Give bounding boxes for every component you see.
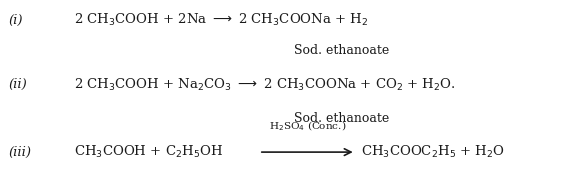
Text: H$_2$SO$_4$ (Conc.): H$_2$SO$_4$ (Conc.) (269, 119, 346, 133)
Text: 2 CH$_3$COOH + Na$_2$CO$_3$ $\longrightarrow$ 2 CH$_3$COONa + CO$_2$ + H$_2$O.: 2 CH$_3$COOH + Na$_2$CO$_3$ $\longrighta… (74, 76, 456, 93)
Text: CH$_3$COOH + C$_2$H$_5$OH: CH$_3$COOH + C$_2$H$_5$OH (74, 144, 223, 160)
Text: (ii): (ii) (9, 78, 27, 91)
Text: (i): (i) (9, 14, 23, 27)
Text: 2 CH$_3$COOH + 2Na $\longrightarrow$ 2 CH$_3$COONa + H$_2$: 2 CH$_3$COOH + 2Na $\longrightarrow$ 2 C… (74, 12, 368, 28)
Text: Sod. ethanoate: Sod. ethanoate (294, 44, 389, 57)
Text: (iii): (iii) (9, 146, 31, 159)
Text: CH$_3$COOC$_2$H$_5$ + H$_2$O: CH$_3$COOC$_2$H$_5$ + H$_2$O (361, 144, 505, 160)
Text: Sod. ethanoate: Sod. ethanoate (294, 112, 389, 125)
